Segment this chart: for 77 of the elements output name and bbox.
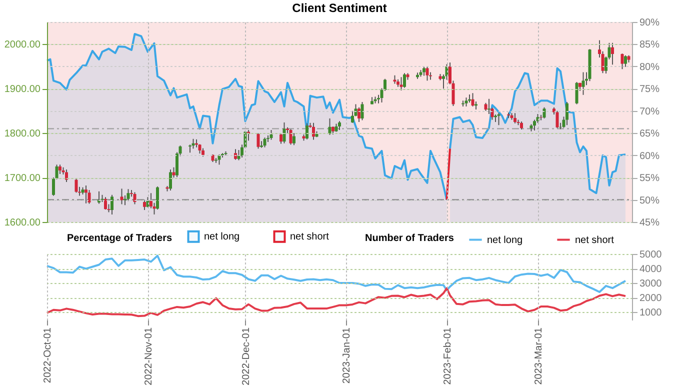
y2-tick-label: 5000 xyxy=(640,250,662,260)
y2-tick-label: 1000 xyxy=(640,308,662,319)
candlestick xyxy=(218,154,221,166)
y2-tick-label: 4000 xyxy=(640,264,662,276)
legend-title: Percentage of Traders xyxy=(67,233,172,244)
candlestick xyxy=(400,76,403,91)
candlestick xyxy=(488,98,490,114)
candlestick xyxy=(120,188,124,205)
candlestick xyxy=(74,178,78,194)
candlestick xyxy=(282,122,286,144)
candlestick xyxy=(306,122,308,140)
candlestick xyxy=(84,185,88,204)
y2-tick-label: 65% xyxy=(640,128,660,140)
y2-tick-label: 75% xyxy=(640,84,660,96)
candlestick xyxy=(143,199,146,210)
y2-tick-label: 90% xyxy=(640,18,660,28)
y-tick-label: 1600.00 xyxy=(4,218,41,228)
legend-label: net long xyxy=(487,234,523,246)
x-tick-label: 2022-Dec-01 xyxy=(240,327,252,386)
candlestick xyxy=(497,112,500,126)
candlestick xyxy=(263,137,266,148)
y-tick-label: 2000.00 xyxy=(4,40,41,51)
legend-label: net short xyxy=(575,234,614,246)
candlestick xyxy=(575,82,578,105)
x-tick-label: 2022-Oct-01 xyxy=(42,327,54,384)
y2-tick-label: 80% xyxy=(640,62,660,73)
candlestick xyxy=(169,169,172,191)
y2-tick-label: 45% xyxy=(640,218,660,228)
candlestick xyxy=(88,190,91,204)
line-series xyxy=(46,287,626,318)
candlestick xyxy=(133,192,136,205)
candlestick xyxy=(172,166,176,178)
y2-tick-label: 70% xyxy=(640,106,660,118)
x-tick-label: 2023-Jan-01 xyxy=(342,327,352,384)
candlestick xyxy=(65,169,68,182)
candlestick xyxy=(289,128,292,146)
candlestick xyxy=(566,102,568,126)
candlestick xyxy=(58,164,62,174)
candlestick xyxy=(126,188,130,202)
candlestick xyxy=(156,186,159,210)
candlestick xyxy=(312,122,315,140)
candlestick xyxy=(582,72,585,96)
x-tick-label: 2022-Nov-01 xyxy=(143,327,154,386)
candlestick xyxy=(426,66,429,82)
x-tick-label: 2023-Feb-01 xyxy=(442,327,454,385)
candlestick xyxy=(620,53,624,70)
legend-label: net short xyxy=(290,232,330,243)
candlestick xyxy=(624,54,627,68)
y2-tick-label: 85% xyxy=(640,40,660,51)
candlestick xyxy=(292,132,296,146)
candlestick xyxy=(360,102,364,121)
x-tick-label: 2023-Mar-01 xyxy=(533,327,544,385)
line-series xyxy=(46,254,626,294)
candlestick xyxy=(351,110,354,124)
candlestick xyxy=(198,144,202,154)
y-tick-label: 1900.00 xyxy=(4,84,41,96)
candlestick xyxy=(471,92,474,107)
candlestick xyxy=(556,110,559,129)
y2-tick-label: 55% xyxy=(640,173,660,184)
candlestick xyxy=(110,194,114,215)
candlestick xyxy=(403,72,406,88)
candlestick xyxy=(514,112,516,124)
y2-tick-label: 50% xyxy=(640,195,660,206)
legend-title: Number of Traders xyxy=(365,233,454,244)
y2-tick-label: 60% xyxy=(640,150,660,162)
chart-title: Client Sentiment xyxy=(292,1,387,15)
candlestick xyxy=(280,133,282,144)
candlestick xyxy=(256,132,260,150)
y2-tick-label: 2000 xyxy=(640,293,662,304)
y-tick-label: 1700.00 xyxy=(4,173,41,184)
candlestick xyxy=(358,106,360,122)
y2-tick-label: 3000 xyxy=(640,278,662,290)
y-tick-label: 1800.00 xyxy=(4,128,41,140)
legend-label: net long xyxy=(204,232,240,243)
candlestick xyxy=(270,130,273,140)
candlestick xyxy=(104,196,107,210)
candlestick xyxy=(611,42,614,66)
